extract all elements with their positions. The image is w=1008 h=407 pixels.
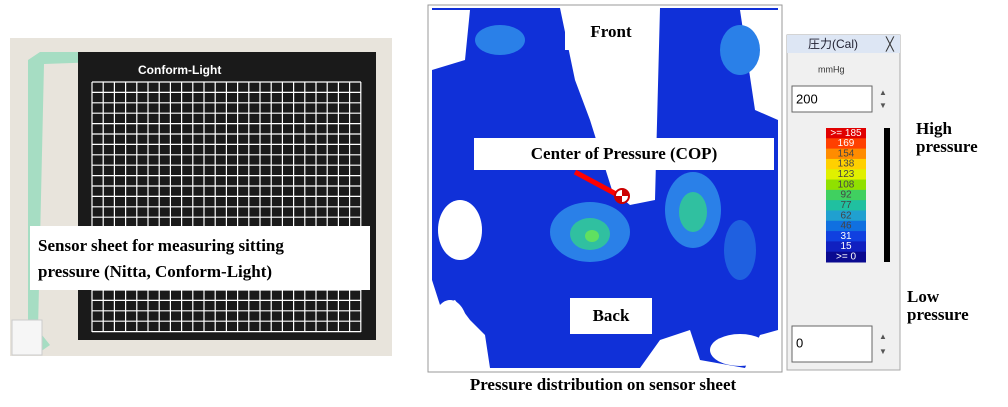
svg-text:▼: ▼ [879,347,887,356]
figure: Conform-Light Sensor sheet for measuring… [0,0,1008,402]
legend-panel: 圧力(Cal) ╳ mmHg 200 ▲ ▼ >= 18516915413812… [787,35,900,370]
max-input[interactable]: 200 [796,91,818,106]
unit-label: mmHg [818,64,845,74]
low-label: pressure [907,305,969,324]
photo-caption: Sensor sheet for measuring sitting [38,236,284,255]
back-label: Back [593,306,630,325]
svg-text:╳: ╳ [885,35,895,52]
sensor-photo: Conform-Light Sensor sheet for measuring… [10,38,392,356]
svg-text:▲: ▲ [879,88,887,97]
map-caption: Pressure distribution on sensor sheet [470,375,737,394]
panel-title: 圧力(Cal) [808,37,858,51]
front-label: Front [590,22,632,41]
high-label: pressure [916,137,978,156]
min-input[interactable]: 0 [796,335,803,350]
svg-text:▲: ▲ [879,332,887,341]
pressure-map: Front Center of Pressure (COP) Back Pres… [428,5,782,394]
legend-label: >= 0 [836,251,856,262]
photo-caption: pressure (Nitta, Conform-Light) [38,262,272,281]
high-label: High [916,119,952,138]
brand-label: Conform-Light [138,63,221,77]
low-label: Low [907,287,940,306]
svg-text:▼: ▼ [879,101,887,110]
cop-label: Center of Pressure (COP) [531,144,717,163]
